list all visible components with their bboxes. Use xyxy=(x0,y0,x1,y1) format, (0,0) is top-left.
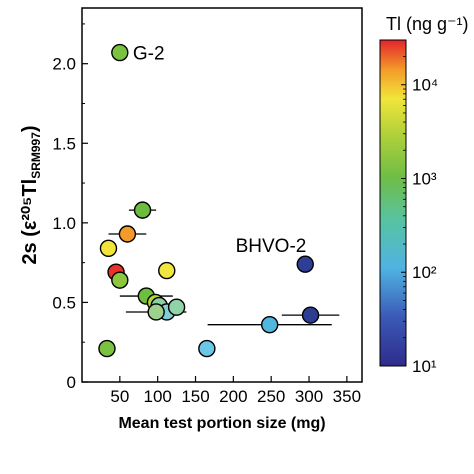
x-tick-label: 350 xyxy=(333,387,361,406)
y-axis-label-sub: SRM997 xyxy=(29,132,43,179)
data-points xyxy=(98,43,320,358)
colorbar-tick-label: 10¹ xyxy=(412,357,437,376)
x-tick-label: 250 xyxy=(257,387,285,406)
data-point xyxy=(167,298,186,316)
data-point xyxy=(296,255,314,273)
data-point xyxy=(118,225,137,243)
data-point xyxy=(111,43,129,62)
colorbar-ticks: 10¹ 10² 10³ 10⁴ xyxy=(401,39,438,376)
y-tick-label: 0.5 xyxy=(52,293,76,312)
y-axis-label-main: 2s (ε²⁰⁵Tl xyxy=(19,179,41,265)
colorbar xyxy=(379,39,407,367)
y-axis-label-close: ) xyxy=(19,125,41,132)
colorbar-tick-label: 10³ xyxy=(412,169,437,188)
x-axis-label: Mean test portion size (mg) xyxy=(118,415,325,432)
data-point xyxy=(133,201,152,219)
data-point xyxy=(98,339,116,358)
y-axis-label: 2s (ε²⁰⁵TlSRM997) xyxy=(19,125,43,264)
x-tick-label: 100 xyxy=(143,387,171,406)
y-axis-ticks: 0 0.5 1.0 1.5 2.0 xyxy=(52,23,88,392)
data-point xyxy=(147,303,165,321)
annotation-bhvo2: BHVO-2 xyxy=(236,236,307,257)
data-point xyxy=(111,271,129,289)
y-tick-label: 2.0 xyxy=(52,55,76,74)
x-axis-ticks: 50 100 150 200 250 300 350 xyxy=(110,376,361,406)
x-tick-label: 300 xyxy=(295,387,323,406)
data-point xyxy=(99,239,118,258)
plot-area xyxy=(81,7,363,383)
x-tick-label: 150 xyxy=(181,387,209,406)
annotation-g2: G-2 xyxy=(133,44,165,65)
data-point xyxy=(301,306,320,324)
colorbar-title: Tl (ng g⁻¹) xyxy=(386,14,469,34)
data-point xyxy=(260,316,279,334)
data-point xyxy=(158,261,176,280)
data-point xyxy=(198,339,216,358)
y-tick-label: 0 xyxy=(67,373,76,392)
colorbar-tick-label: 10² xyxy=(412,263,437,282)
x-tick-label: 50 xyxy=(110,387,129,406)
y-tick-label: 1.0 xyxy=(52,214,76,233)
y-tick-label: 1.5 xyxy=(52,134,76,153)
x-tick-label: 200 xyxy=(219,387,247,406)
colorbar-tick-label: 10⁴ xyxy=(412,76,438,95)
